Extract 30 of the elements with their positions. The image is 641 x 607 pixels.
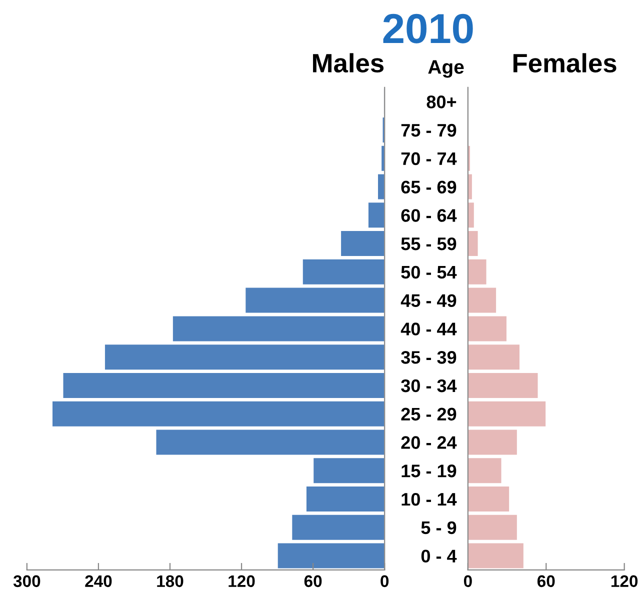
chart-title: Females	[513, 53, 616, 73]
y-tick-label: 60 - 64	[401, 209, 457, 222]
y-tick-label: 80+	[426, 96, 456, 108]
x-tick-label: 120	[228, 575, 255, 588]
y-tick-label: 40 - 44	[400, 322, 457, 336]
y-tick-label: 30 - 34	[401, 379, 457, 392]
y-tick-label: 50 - 54	[401, 266, 457, 279]
x-tick-label: 0	[464, 575, 472, 588]
chart-title: Males	[313, 53, 384, 73]
y-tick-label: 65 - 69	[401, 180, 456, 194]
text: 2010	[383, 14, 473, 44]
x-tick-label: 180	[157, 575, 184, 588]
x-tick-label: 0	[380, 575, 389, 588]
x-tick-label: 60	[537, 575, 555, 588]
y-tick-label: 75 - 79	[401, 124, 456, 137]
y-tick-label: 35 - 39	[401, 351, 456, 364]
y-tick-label: 5 - 9	[421, 521, 456, 534]
y-tick-label: 70 - 74	[401, 152, 457, 166]
y-tick-label: 45 - 49	[400, 294, 456, 308]
y-tick-label: 55 - 59	[401, 237, 456, 250]
x-tick-label: 120	[611, 575, 638, 588]
y-tick-label: 10 - 14	[402, 492, 457, 506]
x-tick-label: 300	[13, 575, 40, 588]
y-tick-label: 25 - 29	[401, 408, 456, 421]
y-tick-label: 0 - 4	[421, 550, 457, 562]
x-tick-label: 240	[85, 575, 112, 588]
x-tick-label: 60	[304, 575, 322, 588]
y-tick-label: 20 - 24	[401, 436, 457, 449]
y-tick-label: 15 - 19	[402, 464, 456, 478]
y-axis-title: Age	[428, 60, 464, 78]
